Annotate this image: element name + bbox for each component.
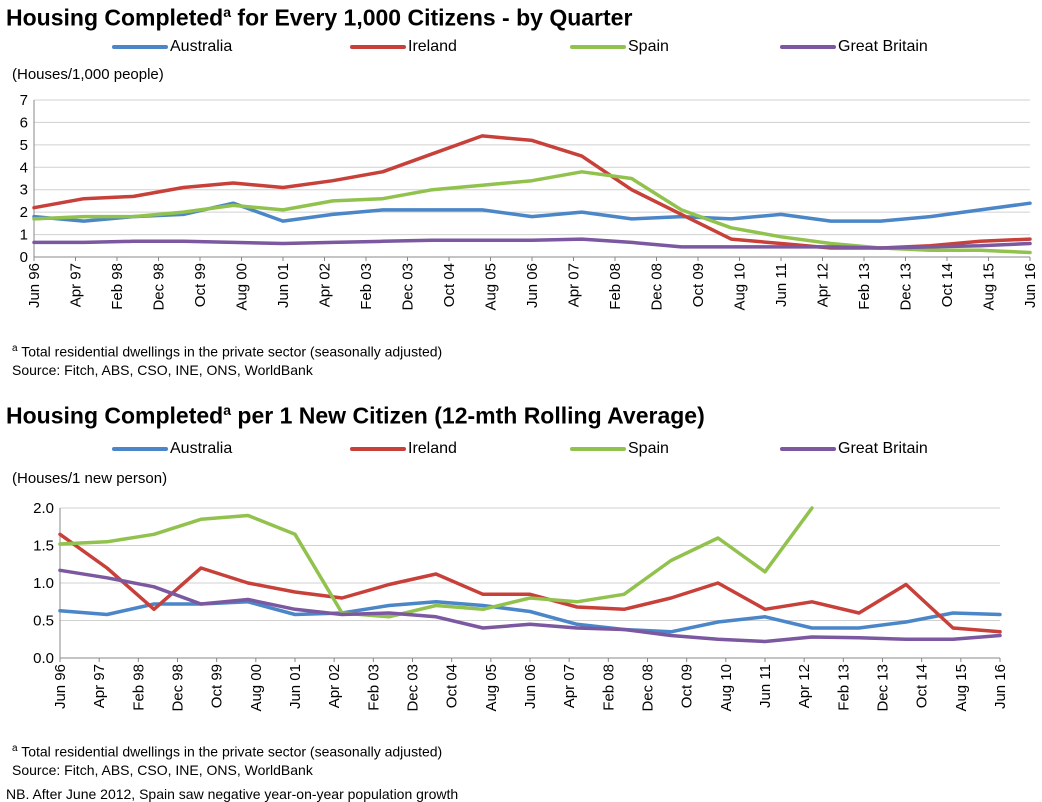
chart-1-footnote: a Total residential dwellings in the pri…: [12, 343, 443, 378]
x-tick-label: Aug 00: [248, 664, 265, 712]
legend-item-great-britain: Great Britain: [780, 438, 928, 460]
x-tick-label: Oct 04: [441, 263, 458, 307]
x-tick-label: Aug 00: [234, 263, 251, 311]
y-tick-label: 1.5: [33, 538, 54, 555]
x-tick-label: Jun 06: [524, 263, 541, 308]
x-tick-label: Oct 14: [914, 664, 931, 708]
x-tick-label: Feb 13: [856, 263, 873, 310]
x-tick-label: Apr 02: [326, 664, 343, 708]
x-tick-label: Feb 03: [365, 664, 382, 711]
x-tick-label: Apr 12: [815, 263, 832, 307]
chart-2-title: Housing Completeda per 1 New Citizen (12…: [6, 402, 705, 429]
legend-swatch: [112, 447, 168, 451]
y-tick-label: 5: [20, 137, 28, 154]
x-tick-label: Aug 05: [483, 664, 500, 712]
x-tick-label: Jun 96: [26, 263, 43, 308]
x-tick-label: Jun 96: [52, 664, 69, 709]
x-tick-label: Dec 98: [151, 263, 168, 311]
x-tick-label: Jun 06: [522, 664, 539, 709]
y-tick-label: 7: [20, 92, 28, 109]
series-line-great-britain: [58, 568, 1002, 644]
legend-swatch: [780, 45, 836, 49]
legend-item-spain: Spain: [570, 438, 669, 460]
chart-1-source: Source: Fitch, ABS, CSO, INE, ONS, World…: [12, 361, 313, 378]
chart-2-legend: Australia Ireland Spain Great Britain: [0, 438, 1042, 460]
x-tick-label: Feb 08: [607, 263, 624, 310]
legend-swatch: [780, 447, 836, 451]
legend-item-ireland: Ireland: [350, 438, 457, 460]
x-tick-label: Aug 10: [718, 664, 735, 712]
legend-swatch: [570, 447, 626, 451]
chart-1-unit-label: (Houses/1,000 people): [12, 66, 164, 83]
x-tick-label: Jun 16: [992, 664, 1009, 709]
x-tick-label: Aug 05: [483, 263, 500, 311]
x-tick-label: Jun 11: [773, 263, 790, 307]
x-tick-label: Dec 13: [898, 263, 915, 311]
chart-1-legend: Australia Ireland Spain Great Britain: [0, 36, 1042, 58]
y-tick-label: 1.0: [33, 575, 54, 592]
series-line-spain: [58, 506, 814, 619]
x-tick-label: Apr 97: [68, 263, 85, 307]
x-tick-label: Oct 99: [192, 263, 209, 307]
y-tick-label: 0.0: [33, 650, 54, 667]
legend-item-australia: Australia: [112, 36, 232, 58]
x-tick-label: Feb 03: [358, 263, 375, 310]
x-tick-label: Dec 08: [649, 263, 666, 311]
x-tick-label: Dec 98: [170, 664, 187, 712]
y-tick-label: 2.0: [33, 500, 54, 517]
chart-1-plot: 0 1 2 3 4 5 6 7 Jun 96 Apr 97 Feb 98 Dec 98 Oct 99 Au…: [20, 92, 1039, 311]
legend-item-ireland: Ireland: [350, 36, 457, 58]
x-tick-label: Oct 04: [444, 664, 461, 708]
x-tick-label: Feb 08: [600, 664, 617, 711]
x-tick-label: Dec 03: [400, 263, 417, 311]
x-tick-label: Aug 10: [732, 263, 749, 311]
x-tick-label: Dec 03: [405, 664, 422, 712]
x-tick-label: Apr 07: [561, 664, 578, 708]
x-tick-label: Apr 12: [796, 664, 813, 708]
legend-item-spain: Spain: [570, 36, 669, 58]
nb-note: NB. After June 2012, Spain saw negative …: [6, 786, 459, 802]
x-tick-label: Apr 07: [566, 263, 583, 307]
legend-swatch: [570, 45, 626, 49]
x-tick-label: Aug 15: [953, 664, 970, 712]
series-line-ireland: [58, 532, 1002, 634]
chart-2-source: Source: Fitch, ABS, CSO, INE, ONS, World…: [12, 761, 313, 778]
x-tick-label: Feb 98: [130, 664, 147, 711]
legend-item-great-britain: Great Britain: [780, 36, 928, 58]
y-tick-label: 4: [20, 159, 28, 176]
legend-swatch: [350, 447, 406, 451]
x-tick-label: Jun 01: [275, 263, 292, 308]
x-tick-label: Jun 01: [287, 664, 304, 709]
legend-swatch: [112, 45, 168, 49]
x-tick-label: Jun 16: [1022, 263, 1039, 308]
x-tick-label: Apr 97: [91, 664, 108, 708]
x-tick-label: Dec 13: [875, 664, 892, 712]
x-tick-label: Feb 98: [109, 263, 126, 310]
x-tick-label: Oct 14: [939, 263, 956, 307]
series-line-australia: [58, 600, 1002, 634]
chart-2-plot: 0.0 0.5 1.0 1.5 2.0 Jun 96 Apr 97 Feb 98 Dec 98 O…: [33, 500, 1009, 712]
y-tick-label: 2: [20, 204, 28, 221]
chart-2-footnote: a Total residential dwellings in the pri…: [12, 743, 443, 778]
y-tick-label: 3: [20, 182, 28, 199]
y-tick-label: 0.5: [33, 613, 54, 630]
x-tick-label: Apr 02: [317, 263, 334, 307]
y-tick-label: 1: [20, 227, 28, 244]
x-tick-label: Feb 13: [835, 664, 852, 711]
chart-1-title: Housing Completeda for Every 1,000 Citiz…: [6, 4, 633, 31]
legend-item-australia: Australia: [112, 438, 232, 460]
x-tick-label: Jun 11: [757, 664, 774, 708]
legend-swatch: [350, 45, 406, 49]
x-tick-label: Dec 08: [640, 664, 657, 712]
x-tick-label: Oct 99: [209, 664, 226, 708]
y-tick-label: 6: [20, 114, 28, 131]
series-line-great-britain: [32, 237, 1032, 250]
y-tick-label: 0: [20, 249, 28, 266]
chart-2-unit-label: (Houses/1 new person): [12, 470, 168, 487]
x-tick-label: Oct 09: [679, 664, 696, 708]
x-tick-label: Oct 09: [690, 263, 707, 307]
x-tick-label: Aug 15: [981, 263, 998, 311]
